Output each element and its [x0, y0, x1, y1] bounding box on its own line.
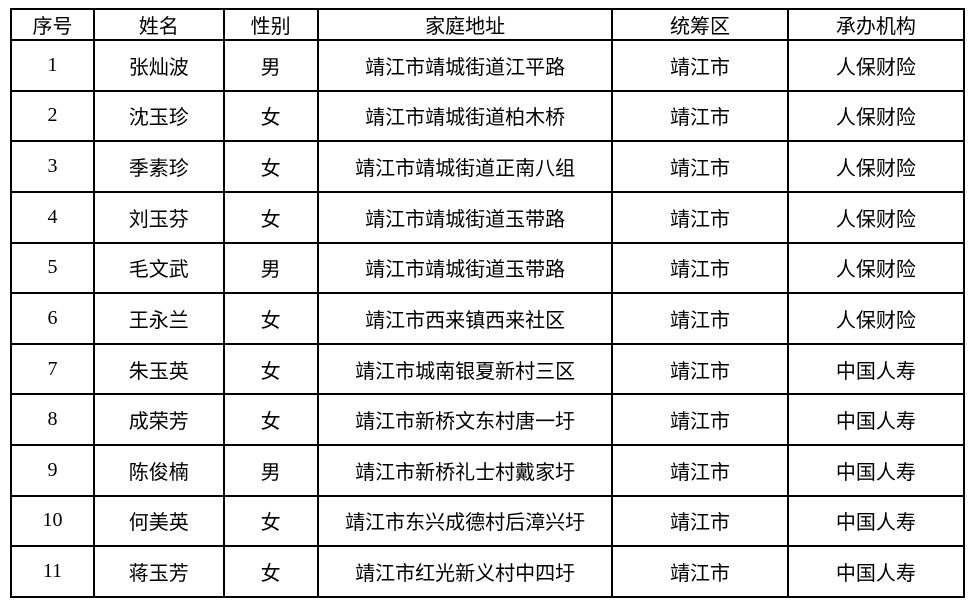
cell-index: 1: [10, 39, 95, 92]
header-cell-gender: 性别: [222, 8, 319, 41]
cell-name: 朱玉英: [92, 342, 225, 396]
cell-address: 靖江市西来镇西来社区: [316, 292, 614, 345]
table-row: 4 刘玉芬女靖江市靖城街道玉带路 靖江市 人保财险: [10, 190, 966, 244]
header-cell-index: 序号: [10, 8, 95, 41]
cell-index: 3: [10, 140, 95, 193]
cell-address: 靖江市红光新义村中四圩: [316, 545, 614, 598]
table-row: 9 陈俊楠男靖江市新桥礼士村戴家圩 靖江市 中国人寿: [10, 444, 966, 497]
cell-address: 靖江市东兴成德村后漳兴圩: [316, 494, 614, 548]
beneficiary-table: 序号 姓名 性别 家庭地址 统筹区 承办机构 1 张灿波男靖江市靖城街道江平路 靖江…: [10, 8, 966, 598]
cell-gender: 女: [222, 545, 319, 598]
cell-index: 2: [10, 89, 95, 143]
cell-name: 沈玉珍: [92, 89, 225, 143]
cell-name: 蒋玉芳: [92, 545, 225, 598]
cell-gender: 女: [222, 393, 319, 446]
table-row: 1 张灿波男靖江市靖城街道江平路 靖江市 人保财险: [10, 39, 966, 92]
cell-agency: 中国人寿: [786, 494, 966, 548]
cell-index: 10: [10, 494, 95, 548]
cell-address: 靖江市靖城街道玉带路: [316, 241, 614, 295]
header-cell-agency: 承办机构: [786, 8, 966, 41]
cell-agency: 人保财险: [786, 190, 966, 244]
cell-index: 9: [10, 444, 95, 497]
cell-region: 靖江市: [611, 241, 789, 295]
cell-address: 靖江市靖城街道江平路: [316, 39, 614, 92]
cell-agency: 人保财险: [786, 39, 966, 92]
cell-name: 刘玉芬: [92, 190, 225, 244]
cell-region: 靖江市: [611, 190, 789, 244]
cell-name: 张灿波: [92, 39, 225, 92]
cell-name: 何美英: [92, 494, 225, 548]
cell-gender: 女: [222, 140, 319, 193]
cell-name: 王永兰: [92, 292, 225, 345]
cell-agency: 人保财险: [786, 241, 966, 295]
cell-gender: 女: [222, 190, 319, 244]
cell-agency: 中国人寿: [786, 545, 966, 598]
cell-region: 靖江市: [611, 444, 789, 497]
cell-address: 靖江市靖城街道正南八组: [316, 140, 614, 193]
cell-gender: 女: [222, 292, 319, 345]
table-row: 10 何美英女靖江市东兴成德村后漳兴圩 靖江市 中国人寿: [10, 494, 966, 548]
table-row: 11 蒋玉芳女靖江市红光新义村中四圩 靖江市 中国人寿: [10, 545, 966, 598]
header-cell-region: 统筹区: [611, 8, 789, 41]
cell-agency: 人保财险: [786, 89, 966, 143]
cell-address: 靖江市靖城街道玉带路: [316, 190, 614, 244]
cell-agency: 人保财险: [786, 292, 966, 345]
cell-name: 成荣芳: [92, 393, 225, 446]
cell-region: 靖江市: [611, 545, 789, 598]
cell-name: 季素珍: [92, 140, 225, 193]
cell-name: 陈俊楠: [92, 444, 225, 497]
cell-name: 毛文武: [92, 241, 225, 295]
cell-region: 靖江市: [611, 140, 789, 193]
header-row: 序号 姓名 性别 家庭地址 统筹区 承办机构: [10, 8, 966, 41]
cell-agency: 中国人寿: [786, 393, 966, 446]
cell-gender: 男: [222, 241, 319, 295]
cell-address: 靖江市新桥礼士村戴家圩: [316, 444, 614, 497]
cell-index: 6: [10, 292, 95, 345]
cell-agency: 人保财险: [786, 140, 966, 193]
cell-index: 5: [10, 241, 95, 295]
cell-region: 靖江市: [611, 89, 789, 143]
header-cell-address: 家庭地址: [316, 8, 614, 41]
table-row: 5 毛文武男靖江市靖城街道玉带路 靖江市 人保财险: [10, 241, 966, 295]
table-row: 2 沈玉珍女靖江市靖城街道柏木桥 靖江市 人保财险: [10, 89, 966, 143]
cell-region: 靖江市: [611, 39, 789, 92]
cell-index: 4: [10, 190, 95, 244]
table-row: 6 王永兰女靖江市西来镇西来社区 靖江市 人保财险: [10, 292, 966, 345]
table-row: 8 成荣芳女靖江市新桥文东村唐一圩 靖江市 中国人寿: [10, 393, 966, 446]
document-page: 序号 姓名 性别 家庭地址 统筹区 承办机构 1 张灿波男靖江市靖城街道江平路 靖江…: [10, 8, 966, 598]
cell-address: 靖江市城南银夏新村三区: [316, 342, 614, 396]
cell-index: 7: [10, 342, 95, 396]
cell-gender: 女: [222, 494, 319, 548]
cell-region: 靖江市: [611, 292, 789, 345]
table-body: 1 张灿波男靖江市靖城街道江平路 靖江市 人保财险 2 沈玉珍女靖江市靖城街道柏木桥 靖江市…: [10, 39, 966, 598]
table-row: 7 朱玉英女靖江市城南银夏新村三区 靖江市 中国人寿: [10, 342, 966, 396]
cell-gender: 女: [222, 89, 319, 143]
cell-address: 靖江市新桥文东村唐一圩: [316, 393, 614, 446]
header-cell-name: 姓名: [92, 8, 225, 41]
cell-index: 8: [10, 393, 95, 446]
cell-region: 靖江市: [611, 393, 789, 446]
cell-region: 靖江市: [611, 494, 789, 548]
cell-gender: 女: [222, 342, 319, 396]
cell-address: 靖江市靖城街道柏木桥: [316, 89, 614, 143]
cell-index: 11: [10, 545, 95, 598]
cell-agency: 中国人寿: [786, 444, 966, 497]
cell-gender: 男: [222, 39, 319, 92]
table-row: 3 季素珍女靖江市靖城街道正南八组 靖江市 人保财险: [10, 140, 966, 193]
cell-region: 靖江市: [611, 342, 789, 396]
cell-agency: 中国人寿: [786, 342, 966, 396]
cell-gender: 男: [222, 444, 319, 497]
